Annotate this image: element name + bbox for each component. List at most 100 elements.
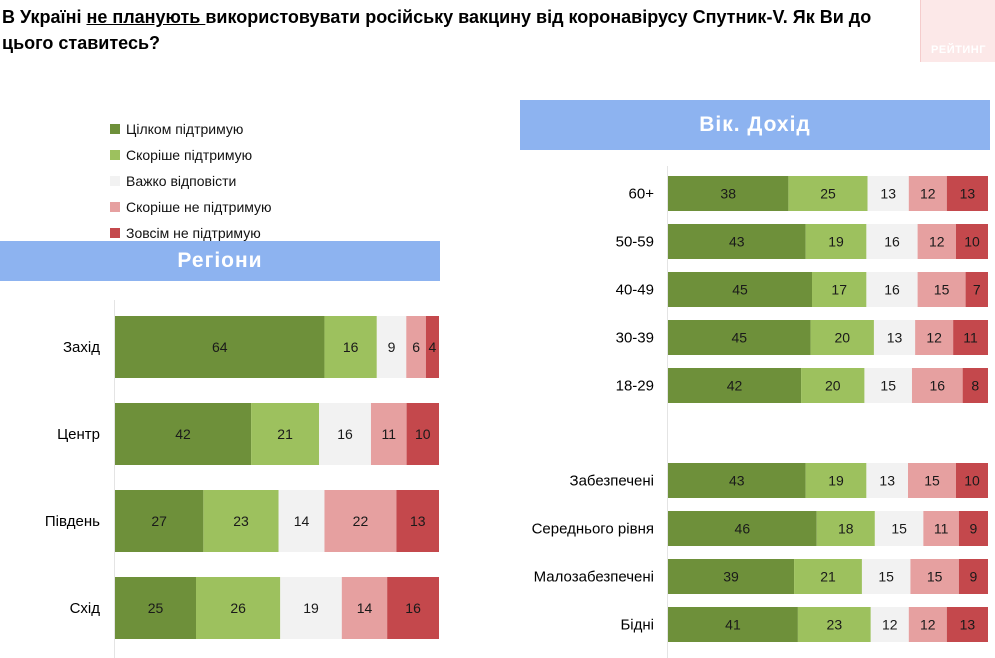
legend-label: Скоріше підтримую	[126, 147, 253, 163]
age-income-banner: Вік. Дохід	[520, 100, 990, 150]
data-label: 15	[880, 378, 896, 394]
bar-segment	[866, 463, 908, 498]
data-label: 39	[723, 569, 739, 585]
bar-segment	[425, 316, 439, 378]
bar-segment	[908, 607, 947, 642]
bar-segment	[406, 316, 426, 378]
bar-segment	[958, 511, 988, 546]
bar-segment	[873, 320, 916, 355]
data-label: 22	[353, 513, 369, 529]
bar-segment	[115, 577, 196, 639]
category-label: Малозабезпечені	[534, 569, 654, 586]
data-label: 11	[934, 521, 949, 537]
bar-segment	[387, 577, 439, 639]
data-label: 11	[382, 426, 397, 442]
bar-segment	[406, 403, 439, 465]
legend-swatch	[110, 202, 120, 212]
bar-segment	[278, 490, 325, 552]
category-label: Південь	[45, 513, 100, 530]
data-label: 19	[828, 234, 844, 250]
data-label: 42	[727, 378, 743, 394]
data-label: 11	[963, 330, 978, 346]
title-underlined: не планують	[86, 7, 206, 27]
legend-item-full-support: Цілком підтримую	[110, 116, 272, 142]
bar-segment	[864, 368, 912, 403]
bar-segment	[965, 272, 988, 307]
data-label: 14	[294, 513, 310, 529]
bar-segment	[958, 559, 988, 594]
bar-segment	[801, 368, 865, 403]
bar-segment	[668, 559, 795, 594]
legend-swatch	[110, 176, 120, 186]
bar-segment	[917, 272, 966, 307]
category-label: 50-59	[616, 234, 654, 251]
bar-segment	[812, 272, 867, 307]
bar-segment	[668, 224, 806, 259]
data-label: 8	[971, 378, 979, 394]
axis-line-left	[114, 300, 115, 658]
bar-segment	[203, 490, 279, 552]
bar-segment	[915, 320, 954, 355]
bar-segment	[805, 224, 867, 259]
legend-label: Цілком підтримую	[126, 121, 244, 137]
data-label: 9	[388, 339, 396, 355]
data-label: 27	[151, 513, 167, 529]
bar-segment	[319, 403, 371, 465]
data-label: 10	[964, 473, 980, 489]
bar-segment	[376, 316, 407, 378]
data-label: 16	[337, 426, 353, 442]
data-label: 20	[834, 330, 850, 346]
data-label: 21	[277, 426, 293, 442]
regions-banner: Регіони	[0, 241, 440, 281]
bar-segment	[946, 607, 988, 642]
data-label: 43	[729, 234, 745, 250]
category-label: Забезпечені	[570, 473, 654, 490]
category-label: 40-49	[616, 282, 654, 299]
bar-segment	[866, 224, 918, 259]
data-label: 46	[735, 521, 751, 537]
data-label: 10	[964, 234, 980, 250]
data-label: 13	[887, 330, 903, 346]
bar-segment	[797, 607, 871, 642]
data-label: 15	[878, 569, 894, 585]
legend-label: Зовсім не підтримую	[126, 225, 261, 241]
bar-segment	[196, 577, 281, 639]
data-label: 38	[720, 186, 736, 202]
bar-segment	[867, 176, 909, 211]
data-label: 16	[405, 600, 421, 616]
data-label: 16	[884, 234, 900, 250]
bar-segment	[794, 559, 862, 594]
legend-item-rather-support: Скоріше підтримую	[110, 142, 272, 168]
data-label: 16	[884, 282, 900, 298]
bar-segment	[280, 577, 342, 639]
bar-segment	[874, 511, 924, 546]
data-label: 12	[920, 617, 936, 633]
legend-item-rather-not: Скоріше не підтримую	[110, 194, 272, 220]
legend-item-not-at-all: Зовсім не підтримую	[110, 220, 272, 246]
data-label: 13	[879, 473, 895, 489]
bar-segment	[910, 559, 959, 594]
data-label: 19	[828, 473, 844, 489]
category-label: Схід	[70, 600, 101, 617]
data-label: 25	[148, 600, 164, 616]
bar-segment	[908, 463, 956, 498]
data-label: 26	[230, 600, 246, 616]
data-label: 43	[729, 473, 745, 489]
data-label: 45	[732, 282, 748, 298]
data-label: 9	[970, 569, 978, 585]
bar-segment	[956, 463, 988, 498]
data-label: 12	[882, 617, 898, 633]
data-label: 12	[926, 330, 942, 346]
bar-segment	[324, 316, 377, 378]
bar-segment	[668, 511, 817, 546]
bar-segment	[861, 559, 911, 594]
data-label: 45	[731, 330, 747, 346]
bar-segment	[953, 320, 988, 355]
bar-segment	[923, 511, 959, 546]
bar-segment	[870, 607, 909, 642]
data-label: 13	[960, 186, 976, 202]
bar-segment	[866, 272, 918, 307]
category-label: Захід	[63, 339, 100, 356]
data-label: 9	[970, 521, 978, 537]
